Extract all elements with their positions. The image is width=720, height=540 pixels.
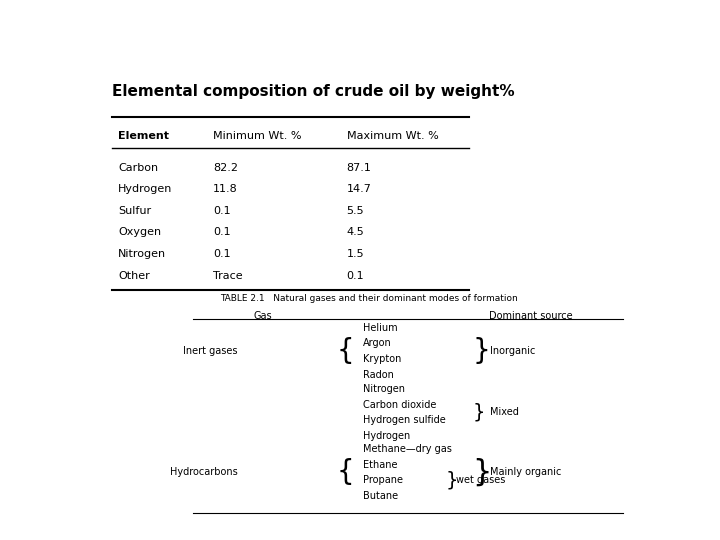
Text: 5.5: 5.5 bbox=[347, 206, 364, 216]
Text: Mixed: Mixed bbox=[490, 407, 519, 417]
Text: Oxygen: Oxygen bbox=[118, 227, 161, 238]
Text: 11.8: 11.8 bbox=[213, 184, 238, 194]
Text: Elemental composition of crude oil by weight%: Elemental composition of crude oil by we… bbox=[112, 84, 515, 98]
Text: Other: Other bbox=[118, 271, 150, 281]
Text: Hydrogen: Hydrogen bbox=[364, 431, 410, 441]
Text: 87.1: 87.1 bbox=[347, 163, 372, 172]
Text: 4.5: 4.5 bbox=[347, 227, 364, 238]
Text: Argon: Argon bbox=[364, 339, 392, 348]
Text: }: } bbox=[472, 338, 490, 365]
Text: {: { bbox=[337, 338, 354, 365]
Text: 1.5: 1.5 bbox=[347, 249, 364, 259]
Text: 0.1: 0.1 bbox=[347, 271, 364, 281]
Text: {: { bbox=[337, 458, 354, 487]
Text: Element: Element bbox=[118, 131, 169, 141]
Text: Nitrogen: Nitrogen bbox=[118, 249, 166, 259]
Text: Carbon dioxide: Carbon dioxide bbox=[364, 400, 437, 409]
Text: 0.1: 0.1 bbox=[213, 206, 230, 216]
Text: Dominant source: Dominant source bbox=[489, 311, 572, 321]
Text: 0.1: 0.1 bbox=[213, 249, 230, 259]
Text: }: } bbox=[472, 458, 492, 487]
Text: wet gases: wet gases bbox=[456, 475, 505, 485]
Text: Methane—dry gas: Methane—dry gas bbox=[364, 444, 452, 454]
Text: Propane: Propane bbox=[364, 475, 403, 485]
Text: Hydrocarbons: Hydrocarbons bbox=[170, 468, 238, 477]
Text: Gas: Gas bbox=[253, 311, 272, 321]
Text: Sulfur: Sulfur bbox=[118, 206, 151, 216]
Text: Carbon: Carbon bbox=[118, 163, 158, 172]
Text: Trace: Trace bbox=[213, 271, 243, 281]
Text: 0.1: 0.1 bbox=[213, 227, 230, 238]
Text: TABLE 2.1   Natural gases and their dominant modes of formation: TABLE 2.1 Natural gases and their domina… bbox=[220, 294, 518, 303]
Text: Inorganic: Inorganic bbox=[490, 346, 536, 356]
Text: Helium: Helium bbox=[364, 322, 398, 333]
Text: 14.7: 14.7 bbox=[347, 184, 372, 194]
Text: Maximum Wt. %: Maximum Wt. % bbox=[347, 131, 438, 141]
Text: Butane: Butane bbox=[364, 491, 399, 501]
Text: Radon: Radon bbox=[364, 370, 395, 380]
Text: Hydrogen sulfide: Hydrogen sulfide bbox=[364, 415, 446, 426]
Text: Inert gases: Inert gases bbox=[184, 346, 238, 356]
Text: 82.2: 82.2 bbox=[213, 163, 238, 172]
Text: Hydrogen: Hydrogen bbox=[118, 184, 172, 194]
Text: Mainly organic: Mainly organic bbox=[490, 468, 562, 477]
Text: Nitrogen: Nitrogen bbox=[364, 384, 405, 394]
Text: Krypton: Krypton bbox=[364, 354, 402, 364]
Text: }: } bbox=[472, 403, 485, 422]
Text: }: } bbox=[446, 471, 459, 490]
Text: Ethane: Ethane bbox=[364, 460, 398, 470]
Text: Minimum Wt. %: Minimum Wt. % bbox=[213, 131, 301, 141]
